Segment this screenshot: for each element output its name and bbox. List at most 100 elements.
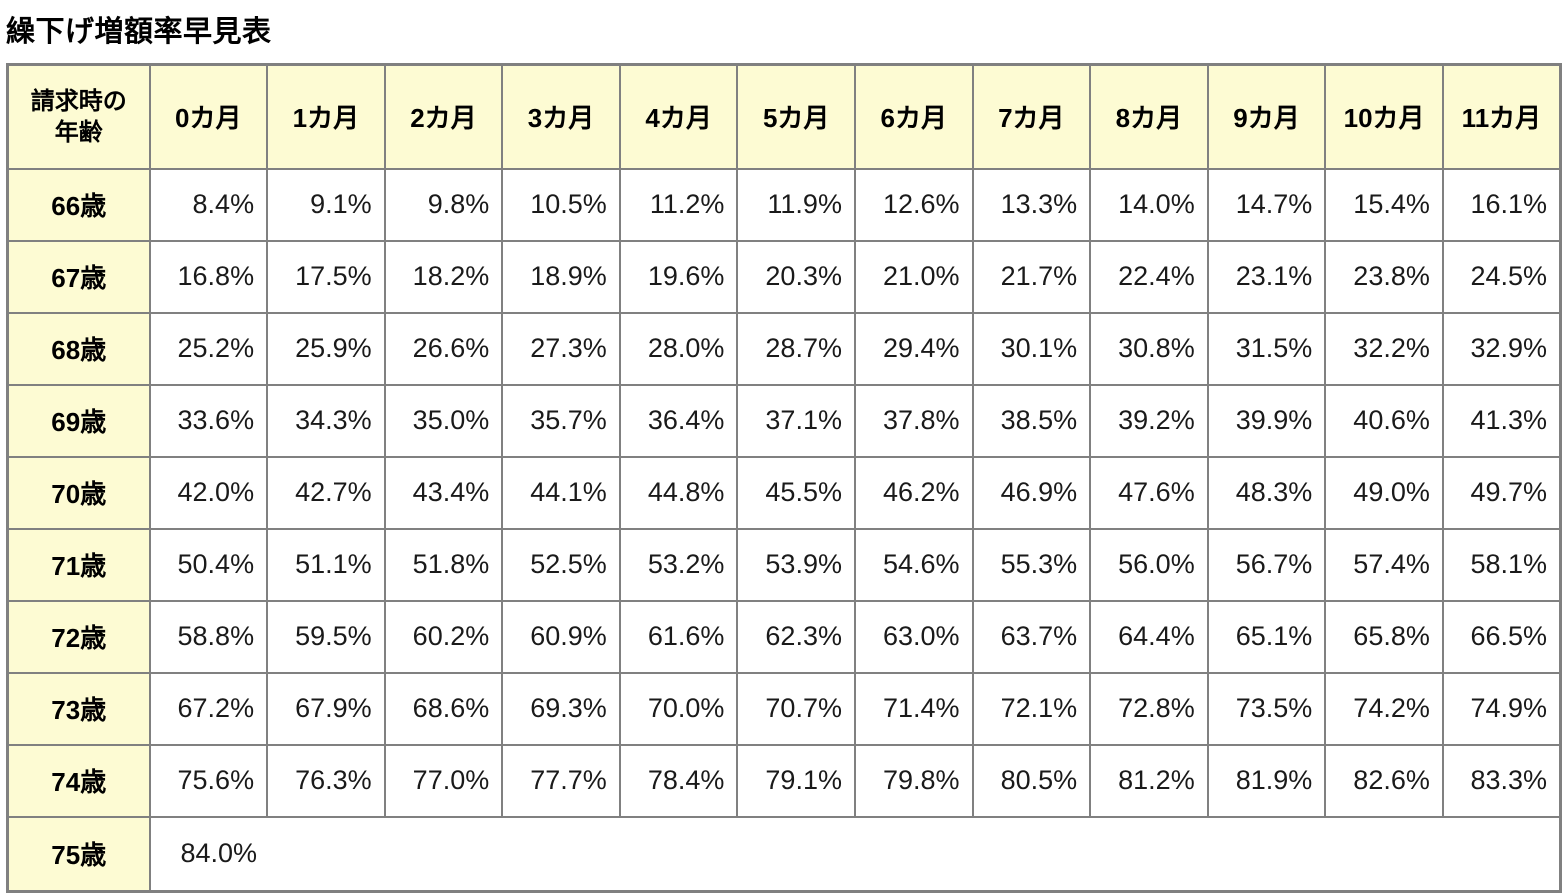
rate-cell: 73.5% [1206,671,1327,746]
rate-cell: 19.6% [618,239,739,314]
rate-cell: 39.9% [1206,383,1327,458]
rate-cell: 31.5% [1206,311,1327,386]
rate-cell: 33.6% [148,383,269,458]
rate-cell: 79.8% [853,743,974,818]
rate-cell: 37.8% [853,383,974,458]
table-row: 72歳 58.8% 59.5% 60.2% 60.9% 61.6% 62.3% 63.0% 63… [6,599,1562,674]
month-header-3: 3カ月 [501,63,621,170]
table-row: 69歳 33.6% 34.3% 35.0% 35.7% 36.4% 37.1% 37.8% 38… [6,383,1562,458]
rate-cell: 23.8% [1324,239,1444,314]
rate-cell: 68.6% [383,671,504,746]
corner-header-line1: 請求時の [30,87,127,115]
rate-cell: 9.8% [383,167,504,242]
rate-cell: 18.2% [383,239,504,314]
table-row: 66歳 8.4% 9.1% 9.8% 10.5% 11.2% 11.9% 12.6% 13.3%… [6,167,1562,242]
month-header-10: 10カ月 [1324,63,1444,170]
rate-cell: 20.3% [736,239,856,314]
rate-cell: 15.4% [1324,167,1444,242]
rate-cell: 35.7% [501,383,621,458]
table-row: 74歳 75.6% 76.3% 77.0% 77.7% 78.4% 79.1% 79.8% 80… [6,743,1562,818]
rate-cell: 16.8% [148,239,269,314]
rate-cell: 32.9% [1441,311,1562,386]
age-label: 72歳 [6,599,151,674]
rate-cell: 49.0% [1324,455,1444,530]
rate-cell: 14.7% [1206,167,1327,242]
table-body: 66歳 8.4% 9.1% 9.8% 10.5% 11.2% 11.9% 12.6% 13.3%… [6,167,1562,893]
age-label: 75歳 [6,815,151,893]
rate-cell: 11.9% [736,167,856,242]
rate-cell: 11.2% [618,167,739,242]
rate-cell: 56.0% [1089,527,1209,602]
rate-cell: 32.2% [1324,311,1444,386]
month-header-11: 11カ月 [1441,63,1562,170]
rate-cell: 74.2% [1324,671,1444,746]
rate-cell: 76.3% [266,743,386,818]
rate-cell: 36.4% [618,383,739,458]
rate-cell: 23.1% [1206,239,1327,314]
rate-cell: 37.1% [736,383,856,458]
rate-cell: 53.9% [736,527,856,602]
rate-cell: 60.2% [383,599,504,674]
rate-cell: 72.1% [971,671,1092,746]
rate-cell: 9.1% [266,167,386,242]
rate-cell: 21.0% [853,239,974,314]
rate-cell: 39.2% [1089,383,1209,458]
rate-cell: 58.8% [148,599,269,674]
rate-cell: 56.7% [1206,527,1327,602]
month-header-7: 7カ月 [971,63,1092,170]
rate-cell: 38.5% [971,383,1092,458]
rate-cell: 40.6% [1324,383,1444,458]
rate-cell: 12.6% [853,167,974,242]
age-label: 70歳 [6,455,151,530]
month-header-5: 5カ月 [736,63,856,170]
page-title: 繰下げ増額率早見表 [6,16,272,48]
rate-cell: 82.6% [1324,743,1444,818]
rate-cell: 62.3% [736,599,856,674]
rate-cell: 69.3% [501,671,621,746]
rate-cell: 63.0% [853,599,974,674]
rate-cell: 46.2% [853,455,974,530]
rate-cell: 34.3% [266,383,386,458]
corner-header: 請求時の 年齢 [6,63,151,170]
rate-cell: 13.3% [971,167,1092,242]
rate-cell: 16.1% [1441,167,1562,242]
rate-cell: 25.9% [266,311,386,386]
header-row: 請求時の 年齢 0カ月 1カ月 2カ月 3カ月 4カ月 5カ月 6カ月 7カ月 8カ月 9カ月 10… [6,63,1562,170]
table-row: 68歳 25.2% 25.9% 26.6% 27.3% 28.0% 28.7% 29.4% 30… [6,311,1562,386]
age-label: 73歳 [6,671,151,746]
rate-cell: 50.4% [148,527,269,602]
rate-cell: 29.4% [853,311,974,386]
age-label: 66歳 [6,167,151,242]
month-header-8: 8カ月 [1089,63,1209,170]
rate-cell: 46.9% [971,455,1092,530]
age-label: 71歳 [6,527,151,602]
rate-cell-merged: 84.0% [148,815,1562,893]
rate-cell: 70.7% [736,671,856,746]
rate-cell: 72.8% [1089,671,1209,746]
table-row-final: 75歳 84.0% [6,815,1562,893]
rate-cell: 60.9% [501,599,621,674]
rate-cell: 51.1% [266,527,386,602]
month-header-2: 2カ月 [383,63,504,170]
table-row: 70歳 42.0% 42.7% 43.4% 44.1% 44.8% 45.5% 46.2% 46… [6,455,1562,530]
increase-rate-table: 請求時の 年齢 0カ月 1カ月 2カ月 3カ月 4カ月 5カ月 6カ月 7カ月 8カ月 9カ月 10… [6,63,1562,893]
rate-cell: 30.1% [971,311,1092,386]
rate-cell: 28.7% [736,311,856,386]
rate-cell: 79.1% [736,743,856,818]
rate-cell: 47.6% [1089,455,1209,530]
rate-cell: 74.9% [1441,671,1562,746]
corner-header-line2: 年齢 [54,118,103,146]
month-header-4: 4カ月 [618,63,739,170]
rate-cell: 41.3% [1441,383,1562,458]
age-label: 74歳 [6,743,151,818]
age-label: 69歳 [6,383,151,458]
rate-cell: 58.1% [1441,527,1562,602]
rate-cell: 26.6% [383,311,504,386]
rate-cell: 42.0% [148,455,269,530]
rate-cell: 42.7% [266,455,386,530]
rate-cell: 44.8% [618,455,739,530]
rate-cell: 65.1% [1206,599,1327,674]
rate-cell: 61.6% [618,599,739,674]
rate-cell: 28.0% [618,311,739,386]
